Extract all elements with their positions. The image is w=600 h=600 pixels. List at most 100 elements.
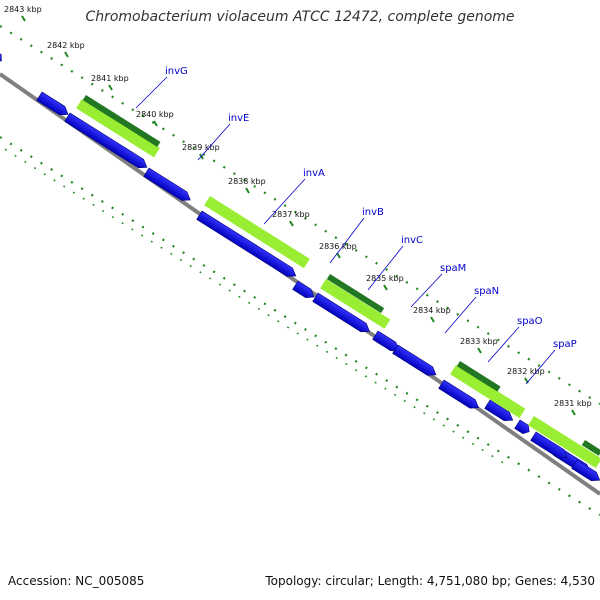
inner-ring-minor-tick (471, 442, 475, 445)
blast-hit-light-1-shape (76, 99, 160, 158)
inner-ring-minor-tick (393, 393, 397, 396)
cds-forward-6 (514, 419, 530, 435)
inner-ring-minor-tick (131, 228, 134, 231)
inner-ring-minor-tick (432, 418, 436, 421)
map-title: Chromobacterium violaceum ATCC 12472, co… (85, 9, 515, 25)
scale-label: 2837 kbp (272, 210, 310, 219)
cds-partial-start-shape (0, 49, 2, 64)
cds-reverse-1 (64, 112, 148, 169)
inner-ring-minor-tick (238, 295, 241, 298)
inner-ring-minor-tick (442, 424, 445, 427)
scale-tick-mark (21, 15, 26, 22)
scale-label: 2834 kbp (413, 306, 451, 315)
gene-leader-line (197, 123, 231, 161)
scale-tick-mark (289, 220, 294, 227)
scale-label: 2835 kbp (366, 274, 404, 283)
scale-label: 2839 kbp (182, 143, 220, 152)
cds-forward-1-shape (36, 91, 69, 116)
inner-ring-minor-tick (189, 265, 192, 268)
inner-ring-minor-tick (491, 454, 494, 458)
inner-dotted-ring (0, 136, 600, 516)
inner-ring-minor-tick (228, 289, 231, 292)
inner-ring-minor-tick (101, 209, 105, 213)
cds-forward-3 (292, 280, 315, 298)
scale-ticks-layer: 2843 kbp 2842 kbp 2841 kbp 2840 kbp 2839 kbp… (4, 5, 592, 416)
scale-tick-mark (245, 187, 250, 194)
inner-ring-minor-tick (403, 399, 406, 403)
blast-hit-dark-2 (326, 274, 385, 314)
scale-tick-mark (571, 409, 576, 416)
blast-hit-dark-2-shape (326, 274, 385, 314)
blast-hit-dark-1 (82, 95, 161, 147)
gene-leader-line (487, 326, 520, 363)
inner-ring-minor-tick (92, 203, 95, 206)
cds-reverse-7 (571, 459, 600, 482)
gene-label-spaN: spaN (474, 286, 499, 297)
cds-forward-2 (143, 167, 191, 201)
cds-forward-2-shape (143, 167, 191, 201)
cds-forward-1 (36, 91, 69, 116)
inner-ring-minor-tick (82, 197, 85, 200)
gene-leader-line (367, 245, 404, 291)
cds-forward-5 (438, 379, 480, 409)
cds-reverse-4-shape (392, 344, 437, 376)
blast-hit-light-5 (528, 416, 600, 468)
gene-label-invB: invB (362, 207, 384, 218)
inner-ring-minor-tick (296, 332, 299, 335)
scale-tick-mark (477, 347, 482, 354)
gene-label-invG: invG (165, 66, 188, 77)
blast-hit-light-1 (76, 99, 160, 158)
cds-forward-3-shape (292, 280, 315, 298)
inner-ring-minor-tick (481, 448, 484, 452)
blast-hit-dark-4 (581, 440, 600, 456)
inner-ring-minor-tick (267, 314, 270, 317)
blast-hit-dark-1-shape (82, 95, 161, 147)
gene-leader-line (135, 76, 168, 109)
scale-label: 2840 kbp (136, 110, 174, 119)
gene-label-invA: invA (303, 168, 325, 179)
cds-partial-start (0, 49, 2, 64)
inner-ring-minor-tick (354, 369, 358, 372)
inner-ring-minor-tick (364, 375, 368, 378)
blast-hit-light-5-shape (528, 416, 600, 468)
cds-reverse-1-shape (64, 112, 148, 169)
gene-label-invC: invC (401, 235, 423, 246)
blast-hit-light-2-shape (204, 196, 310, 269)
inner-ring-minor-tick (423, 412, 426, 415)
inner-ring-minor-tick (63, 185, 66, 188)
inner-ring-minor-tick (247, 301, 251, 305)
gene-leader-line (329, 217, 365, 264)
features-layer (0, 49, 600, 482)
blast-hit-dark-4-shape (581, 440, 600, 456)
blast-hit-light-4-shape (450, 365, 526, 419)
scale-tick-mark (108, 84, 113, 91)
inner-ring-minor-tick (325, 350, 329, 354)
scale-label: 2831 kbp (554, 399, 592, 408)
scale-tick-mark (430, 316, 435, 323)
inner-ring-minor-tick (43, 173, 46, 176)
inner-ring-minor-tick (140, 234, 144, 237)
inner-ring-minor-tick (4, 148, 7, 151)
inner-ring-minor-tick (170, 252, 173, 255)
scale-label: 2838 kbp (228, 177, 266, 186)
cds-reverse-3-shape (312, 292, 370, 333)
scale-label: 2841 kbp (91, 74, 129, 83)
inner-ring-minor-tick (335, 356, 338, 360)
inner-ring-minor-tick (150, 240, 153, 243)
scale-label: 2832 kbp (507, 367, 545, 376)
inner-ring-minor-tick (500, 461, 504, 464)
gene-labels-layer: invG invE invA invB invC spaM spaN spaO spaP (135, 66, 577, 385)
inner-ring-minor-tick (179, 258, 183, 262)
cds-reverse-2 (196, 210, 297, 277)
blast-hit-light-3 (320, 279, 391, 329)
gene-label-spaP: spaP (553, 339, 577, 350)
cds-reverse-5 (484, 399, 514, 422)
inner-ring-minor-tick (199, 271, 202, 274)
cds-reverse-2-shape (196, 210, 297, 277)
scale-tick-mark (383, 284, 388, 291)
inner-ring-minor-tick (24, 160, 27, 164)
inner-ring-minor-tick (72, 191, 76, 194)
cds-forward-5-shape (438, 379, 480, 409)
cds-reverse-3 (312, 292, 370, 333)
cds-reverse-5-shape (484, 399, 514, 422)
